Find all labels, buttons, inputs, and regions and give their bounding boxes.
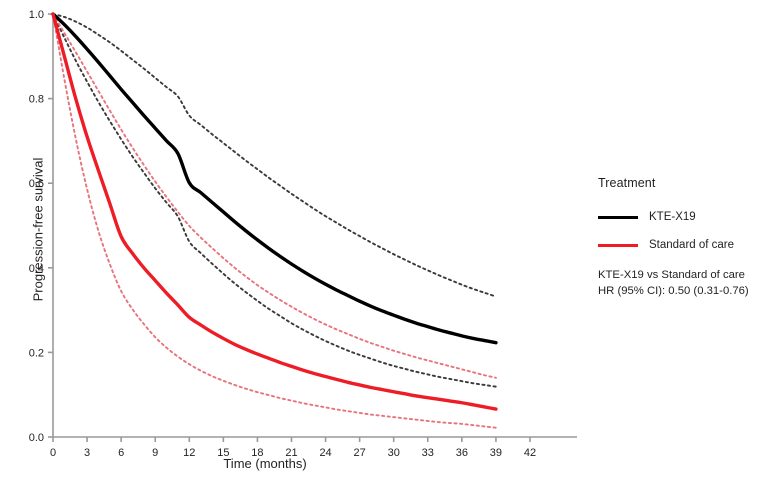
x-tick-label: 24 bbox=[319, 447, 331, 459]
x-tick-label: 30 bbox=[388, 447, 400, 459]
tick-label-layer: 0.00.20.40.60.81.00 3 6 9 12 15 18 21 24 27 30 33 36… bbox=[29, 9, 536, 459]
legend-item-kte-x19[interactable]: KTE-X19 bbox=[598, 211, 763, 223]
curve-kte-x19-upper-95-ci bbox=[52, 13, 497, 298]
x-tick-label: 3 bbox=[84, 447, 90, 459]
y-tick-label: 0.4 bbox=[29, 263, 44, 275]
curve-standard-of-care-lower-95-ci bbox=[52, 13, 497, 429]
hr-comparison-line: KTE-X19 vs Standard of care bbox=[598, 269, 745, 281]
curve-layer bbox=[51, 12, 498, 429]
legend-line-swatch-standard-of-care bbox=[598, 243, 638, 247]
x-tick-label: 42 bbox=[524, 447, 536, 459]
x-tick-label: 6 bbox=[118, 447, 124, 459]
y-tick-label: 0.8 bbox=[29, 94, 44, 106]
legend-line-swatch-kte-x19 bbox=[598, 215, 638, 219]
y-tick-label: 1.0 bbox=[29, 9, 44, 21]
x-tick-label: 0 bbox=[50, 447, 56, 459]
x-tick-label: 12 bbox=[183, 447, 195, 459]
legend-title: Treatment bbox=[598, 176, 656, 190]
x-tick-label: 36 bbox=[456, 447, 468, 459]
legend-label-standard-of-care: Standard of care bbox=[649, 239, 735, 251]
y-tick-label: 0.2 bbox=[29, 347, 44, 359]
x-tick-label: 39 bbox=[490, 447, 502, 459]
x-tick-label: 15 bbox=[217, 447, 229, 459]
legend: Treatment KTE-X19 Standard of care KTE-X… bbox=[598, 176, 763, 300]
y-tick-label: 0.0 bbox=[29, 432, 44, 444]
x-tick-label: 33 bbox=[422, 447, 434, 459]
x-tick-label: 18 bbox=[251, 447, 263, 459]
x-axis-title: Time (months) bbox=[223, 456, 307, 471]
curve-standard-of-care bbox=[51, 12, 498, 411]
y-tick-label: 0.6 bbox=[29, 178, 44, 190]
curve-kte-x19 bbox=[51, 12, 498, 345]
hazard-ratio-annotation: KTE-X19 vs Standard of care HR (95% CI):… bbox=[598, 267, 763, 300]
x-tick-label: 27 bbox=[354, 447, 366, 459]
legend-item-standard-of-care[interactable]: Standard of care bbox=[598, 239, 763, 251]
x-tick-label: 21 bbox=[285, 447, 297, 459]
hr-value-line: HR (95% CI): 0.50 (0.31-0.76) bbox=[598, 285, 749, 298]
axis-layer bbox=[48, 13, 577, 442]
curve-standard-of-care-upper-95-ci bbox=[52, 13, 497, 379]
x-tick-label: 9 bbox=[152, 447, 158, 459]
legend-label-kte-x19: KTE-X19 bbox=[649, 211, 696, 223]
y-axis-title: Progression-free survival bbox=[30, 157, 46, 302]
curve-kte-x19-lower-95-ci bbox=[52, 13, 497, 388]
